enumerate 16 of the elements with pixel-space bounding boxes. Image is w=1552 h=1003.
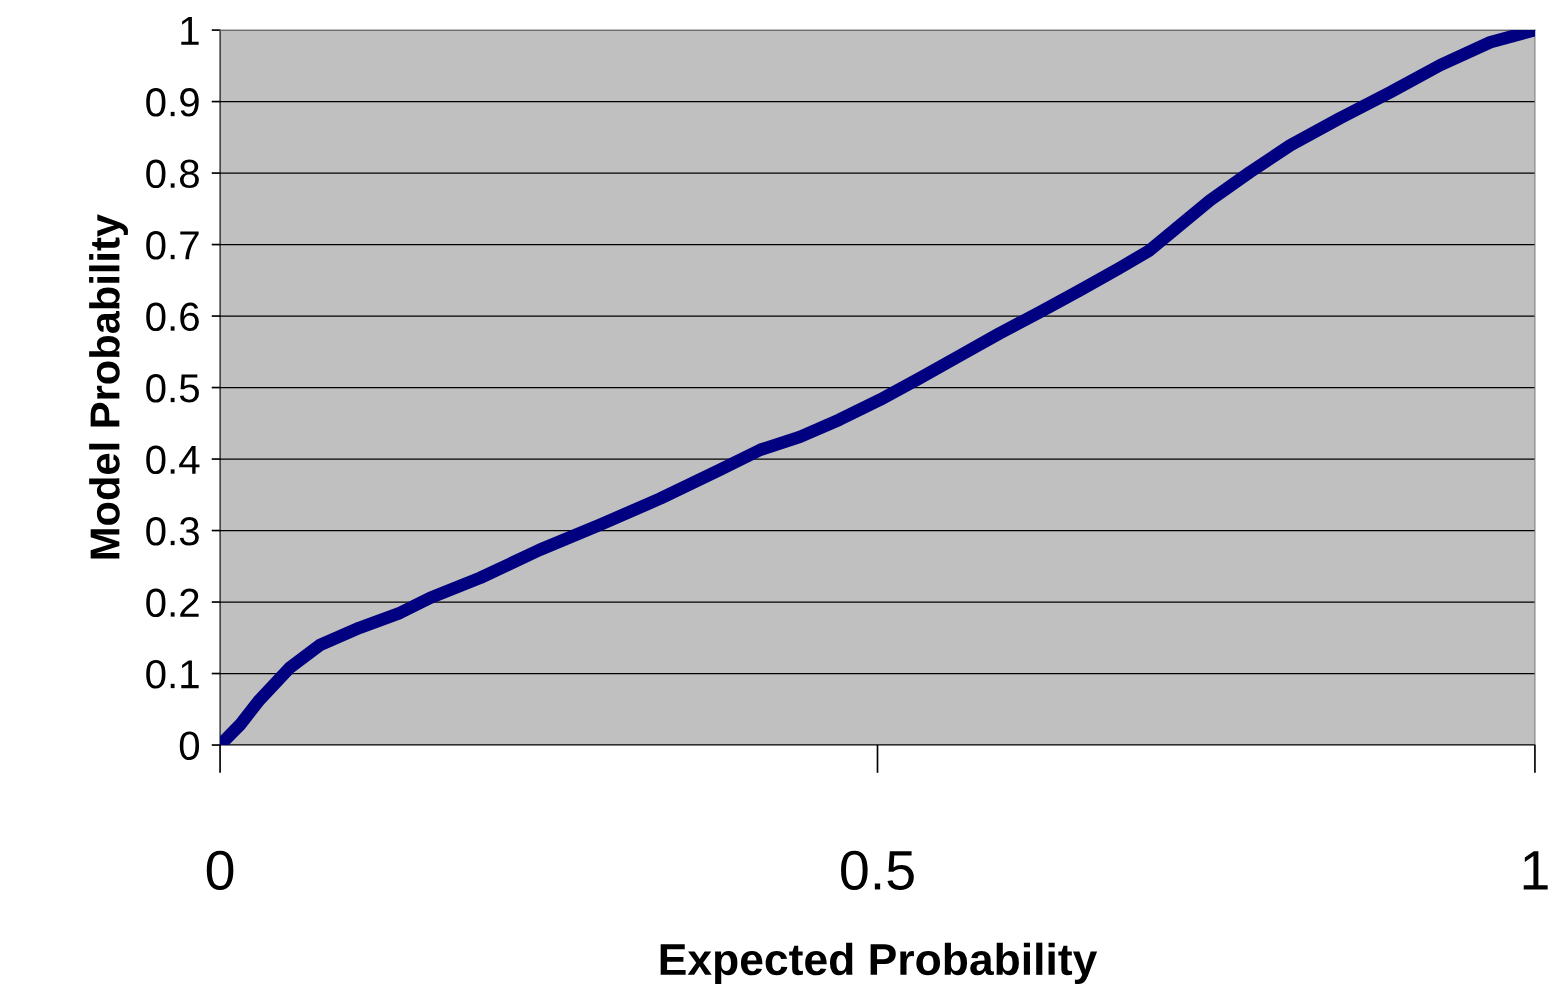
y-tick-label: 0.2 (146, 588, 199, 618)
y-tick-label: 1 (181, 16, 199, 45)
y-tick-label: 0.9 (146, 88, 199, 117)
x-axis-title: Expected Probability (660, 942, 1098, 985)
y-tick-label: 0.8 (146, 159, 199, 189)
y-tick-label: 0.6 (146, 302, 199, 332)
x-tick-label: 1 (1523, 851, 1548, 890)
y-tick-label: 0.1 (146, 660, 199, 689)
x-tick-label: 0 (206, 850, 234, 890)
y-tick-label: 0 (179, 731, 200, 761)
y-axis-title: Model Probability (89, 214, 128, 559)
y-tick-label: 0.4 (146, 445, 200, 475)
y-tick-label: 0.7 (146, 231, 199, 260)
y-tick-label: 0.5 (146, 374, 199, 403)
x-tick-label: 0.5 (841, 850, 914, 890)
y-tick-label: 0.3 (146, 517, 199, 546)
